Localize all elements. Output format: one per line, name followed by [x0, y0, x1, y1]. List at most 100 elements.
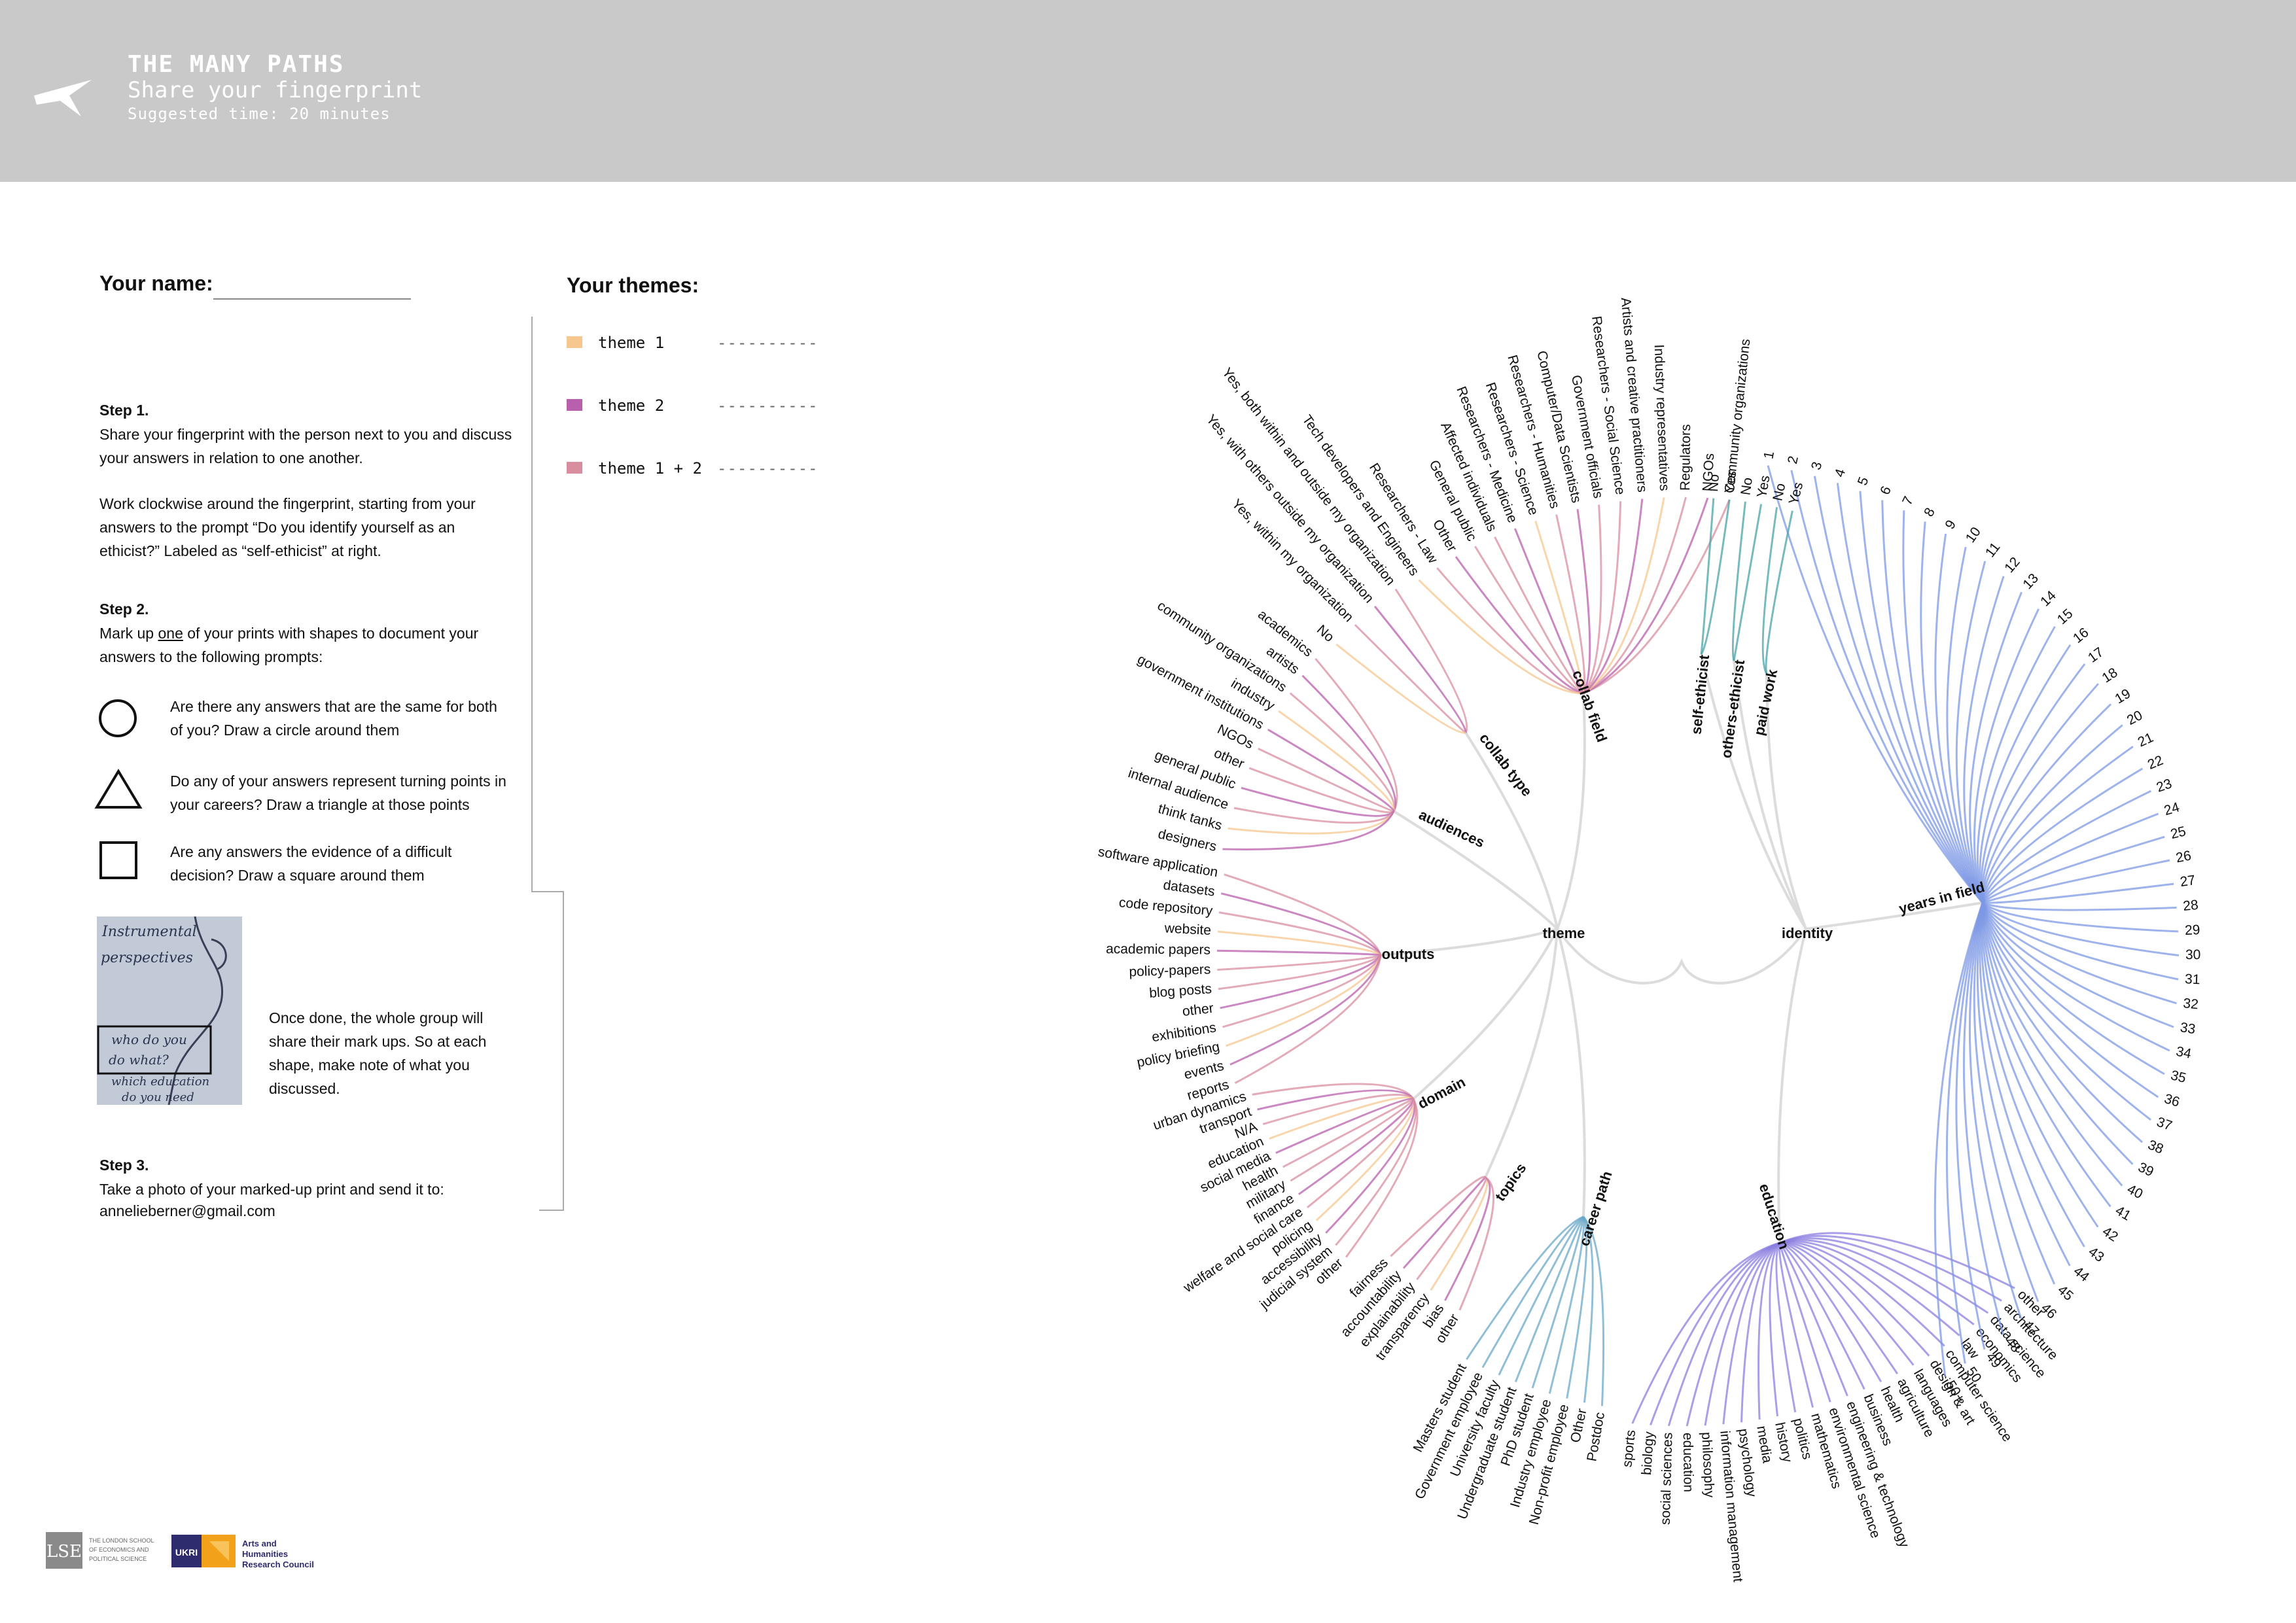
- years-label: 27: [2179, 873, 2196, 890]
- years-connector: [1934, 902, 1984, 1377]
- years-connector: [1981, 703, 2112, 903]
- years-label: 5: [1855, 475, 1872, 487]
- years-label: 11: [1983, 540, 2004, 560]
- years-connector: [1981, 902, 2111, 1208]
- prompt-same-answers: Are there any answers that are the same …: [170, 698, 497, 739]
- hub-label-topics: topics: [1492, 1160, 1530, 1204]
- years-connector: [1981, 902, 2123, 1187]
- divider-line: [531, 317, 533, 891]
- years-connector: [1980, 902, 2085, 1248]
- years-label: 34: [2175, 1044, 2193, 1062]
- years-connector: [1981, 902, 2174, 1028]
- education-connector: [1650, 1242, 1780, 1425]
- collab-field-connector: [1474, 546, 1584, 695]
- step-2-text: Mark up one of your prints with shapes t…: [99, 625, 479, 665]
- years-connector: [1981, 683, 2099, 903]
- years-label: 37: [2155, 1115, 2174, 1134]
- audiences-connector: [1241, 786, 1395, 817]
- self-ethicist-connector: [1700, 498, 1715, 655]
- svg-text:Arts and: Arts and: [242, 1539, 277, 1548]
- years-label: 1: [1761, 450, 1777, 461]
- years-connector: [1902, 510, 1984, 903]
- years-label: 18: [2099, 665, 2120, 686]
- paid-work-label: No: [1770, 482, 1788, 502]
- lse-logo: [46, 1532, 82, 1569]
- theme-1-blank[interactable]: ----------: [717, 334, 819, 352]
- years-label: 3: [1809, 460, 1825, 471]
- years-label: 2: [1785, 455, 1801, 465]
- years-connector: [1982, 859, 2170, 904]
- collab-type-label: No: [1314, 622, 1337, 645]
- center-connector: [1556, 928, 1807, 985]
- photo-note: Instrumental: [101, 924, 197, 940]
- collab-field-connector: [1576, 509, 1591, 694]
- outputs-connector: [1224, 873, 1382, 956]
- years-connector: [1981, 767, 2144, 903]
- years-connector: [1767, 465, 1984, 903]
- domain-connector: [1345, 1098, 1419, 1258]
- svg-text:Humanities: Humanities: [242, 1549, 288, 1559]
- svg-text:THE LONDON SCHOOL: THE LONDON SCHOOL: [89, 1537, 154, 1544]
- education-connector: [1779, 1232, 2015, 1289]
- branch-line: [1484, 928, 1559, 1178]
- domain-connector: [1269, 1096, 1414, 1140]
- career-path-connector: [1481, 1215, 1584, 1369]
- years-connector: [1982, 882, 2174, 904]
- page-subtitle: Share your fingerprint: [128, 77, 423, 103]
- step-1-instructions: Work clockwise around the fingerprint, s…: [99, 495, 476, 559]
- branch-line: [1805, 901, 1983, 930]
- years-connector: [1946, 546, 1984, 903]
- step-1-title: Step 1.: [99, 402, 149, 419]
- collab-field-connector: [1583, 497, 1665, 695]
- years-label: 24: [2163, 799, 2181, 818]
- education-connector: [1778, 1242, 1831, 1403]
- collab-field-connector: [1494, 536, 1585, 695]
- years-label: 42: [2100, 1224, 2121, 1245]
- name-field-line[interactable]: [213, 298, 411, 300]
- hub-label-years-in-field: years in field: [1897, 879, 1986, 917]
- collab-field-connector: [1583, 498, 1644, 695]
- outputs-label: academic papers: [1106, 941, 1210, 958]
- photo-note: do what?: [109, 1052, 169, 1068]
- divider-line: [563, 891, 564, 1210]
- domain-connector: [1315, 1098, 1415, 1221]
- outputs-label: code repository: [1118, 895, 1214, 918]
- collab-field-connector: [1582, 501, 1622, 695]
- years-connector: [1962, 902, 2004, 1335]
- audiences-connector: [1301, 674, 1397, 812]
- self-ethicist-label: Yes: [1722, 470, 1739, 494]
- years-connector: [1981, 902, 2177, 1005]
- theme-2-swatch: [567, 399, 582, 411]
- audiences-connector: [1248, 767, 1395, 814]
- years-label: 6: [1877, 484, 1894, 497]
- svg-text:OF ECONOMICS AND: OF ECONOMICS AND: [89, 1546, 149, 1553]
- years-label: 45: [2055, 1282, 2076, 1304]
- years-label: 41: [2113, 1203, 2134, 1224]
- audiences-label: academics: [1255, 607, 1315, 660]
- years-connector: [1836, 483, 1984, 903]
- branch-line: [1556, 928, 1586, 1217]
- theme-both-blank[interactable]: ----------: [717, 459, 819, 478]
- theme-2-blank[interactable]: ----------: [717, 396, 819, 415]
- years-label: 29: [2185, 922, 2200, 938]
- years-label: 20: [2125, 708, 2145, 728]
- years-connector: [1976, 902, 2056, 1285]
- years-label: 38: [2146, 1137, 2165, 1157]
- paid-work-connector: [1761, 507, 1778, 674]
- years-connector: [1982, 901, 2179, 933]
- domain-connector: [1307, 1098, 1415, 1209]
- education-connector: [1631, 1242, 1780, 1424]
- photo-note: who do you: [111, 1032, 187, 1047]
- hub-label-education: education: [1756, 1181, 1793, 1251]
- others-ethicist-connector: [1731, 501, 1746, 661]
- outputs-connector: [1217, 930, 1381, 956]
- divider-line: [539, 1210, 564, 1211]
- group-share-text: Once done, the whole group will share th…: [269, 1009, 487, 1097]
- years-connector: [1982, 901, 2177, 911]
- audiences-connector: [1258, 748, 1394, 812]
- years-connector: [1963, 576, 2005, 903]
- domain-connector: [1275, 1098, 1414, 1154]
- years-connector: [1955, 902, 1986, 1350]
- contact-email[interactable]: annelieberner@gmail.com: [99, 1202, 275, 1219]
- years-label: 40: [2125, 1181, 2145, 1202]
